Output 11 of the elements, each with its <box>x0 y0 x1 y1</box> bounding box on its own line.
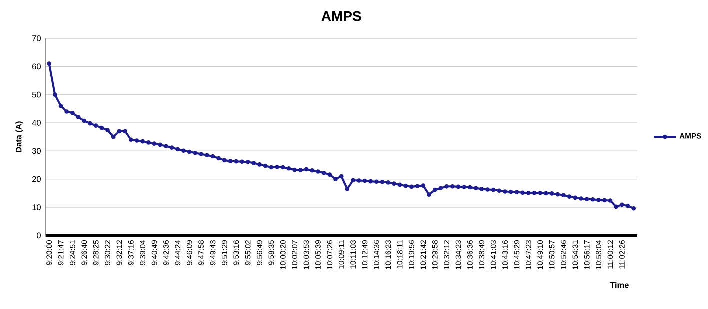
y-tick-label: 0 <box>37 232 41 239</box>
y-tick-label: 40 <box>32 120 41 126</box>
y-tick-label: 50 <box>32 92 41 98</box>
y-axis-title: Data (A) <box>16 122 24 152</box>
y-tick-label: 60 <box>32 64 41 70</box>
x-axis-title: Time <box>610 282 629 288</box>
y-tick-label: 70 <box>32 36 41 42</box>
y-tick-label: 30 <box>32 148 41 154</box>
chart-title: AMPS <box>322 11 362 22</box>
y-tick-label: 20 <box>32 176 41 182</box>
y-tick-label: 10 <box>32 204 41 210</box>
